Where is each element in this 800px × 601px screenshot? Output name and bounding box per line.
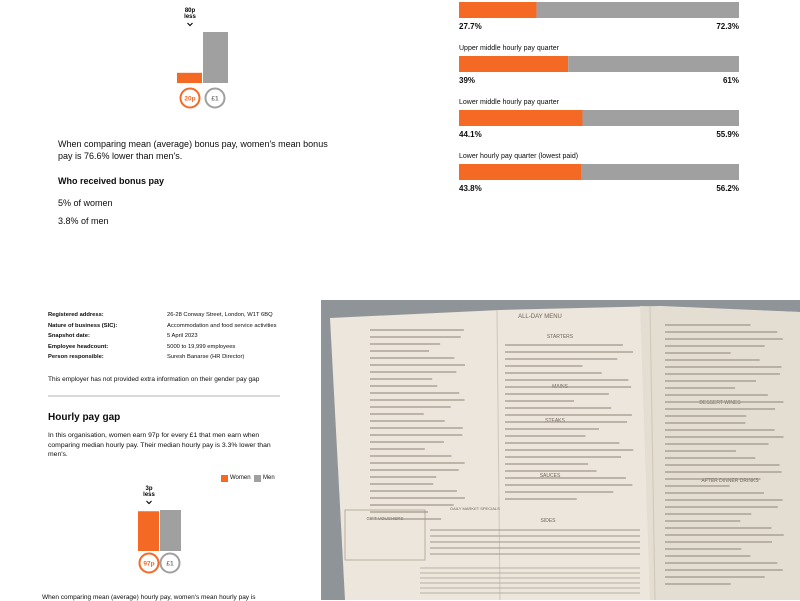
bonus-men: 3.8% of men bbox=[58, 216, 109, 226]
quartile-name: Lower middle hourly pay quarter bbox=[459, 99, 559, 106]
menu-heading: SAUCES bbox=[540, 473, 561, 479]
hourly-text: In this organisation, women earn 97p for… bbox=[48, 432, 271, 459]
voucher-box bbox=[344, 509, 426, 561]
women-percent: 27.7% bbox=[459, 22, 482, 31]
women-percent: 43.8% bbox=[459, 184, 482, 193]
women-bar bbox=[459, 56, 569, 72]
bonus-heading: Who received bonus pay bbox=[58, 176, 165, 186]
detail-label: Snapshot date: bbox=[48, 333, 90, 339]
menu-heading: SIDES bbox=[540, 518, 556, 524]
women-bar bbox=[177, 72, 202, 83]
menu-heading: STARTERS bbox=[547, 334, 574, 340]
difference-label: 3p bbox=[145, 486, 152, 492]
menu-heading: STEAKS bbox=[545, 418, 565, 424]
detail-label: Employee headcount: bbox=[48, 343, 109, 350]
hourly-cut-text: When comparing mean (average) hourly pay… bbox=[42, 594, 256, 601]
legend-swatch-women bbox=[221, 475, 228, 482]
menu-fold bbox=[649, 305, 656, 600]
quartile-name: Upper middle hourly pay quarter bbox=[459, 45, 559, 52]
difference-label: 80p bbox=[185, 8, 196, 14]
men-circle-label: £1 bbox=[166, 561, 174, 568]
no-info: This employer has not provided extra inf… bbox=[48, 376, 260, 383]
detail-label: Registered address: bbox=[48, 312, 104, 318]
menu-title: ALL-DAY MENU bbox=[518, 314, 562, 320]
hourly-heading: Hourly pay gap bbox=[48, 412, 121, 423]
women-bar bbox=[138, 511, 159, 551]
men-circle bbox=[159, 552, 181, 574]
bonus-summary: When comparing mean (average) bonus pay,… bbox=[58, 139, 328, 162]
arrow bbox=[187, 22, 193, 27]
detail-value: 26-28 Conway Street, London, W1T 6BQ bbox=[167, 312, 273, 318]
women-bar bbox=[459, 2, 537, 18]
menu-photo: ALL-DAY MENU STARTERS MAINS STEAKS SAUCE… bbox=[321, 300, 800, 600]
men-bar bbox=[160, 510, 181, 551]
men-circle bbox=[204, 87, 226, 109]
legend-swatch-men bbox=[254, 475, 261, 482]
men-percent: 72.3% bbox=[716, 22, 739, 31]
legend-women: Women bbox=[230, 475, 251, 481]
men-bar bbox=[536, 2, 739, 18]
men-bar bbox=[582, 110, 739, 126]
menu-text-lines bbox=[370, 324, 784, 594]
detail-value: Suresh Banarse (HR Director) bbox=[167, 354, 245, 360]
women-percent: 39% bbox=[459, 76, 476, 85]
menu-heading: DESSERT WINES bbox=[699, 400, 741, 406]
bonus-women: 5% of women bbox=[58, 198, 113, 208]
women-circle-label: 97p bbox=[143, 561, 154, 568]
legend-men: Men bbox=[263, 475, 275, 481]
menu-fold bbox=[496, 309, 501, 600]
men-percent: 56.2% bbox=[716, 184, 739, 193]
women-bar bbox=[459, 110, 583, 126]
menu-right-panel bbox=[640, 306, 800, 600]
quartile-name: Lower hourly pay quarter (lowest paid) bbox=[459, 153, 579, 160]
women-circle-label: 20p bbox=[184, 96, 195, 103]
women-percent: 44.1% bbox=[459, 130, 482, 139]
men-bar bbox=[203, 32, 228, 83]
men-bar bbox=[568, 56, 739, 72]
less-label: less bbox=[184, 14, 196, 20]
men-percent: 55.9% bbox=[716, 130, 739, 139]
detail-value: Accommodation and food service activitie… bbox=[167, 322, 277, 329]
menu-heading: AFTER DINNER DRINKS bbox=[701, 478, 759, 484]
menu-heading: DAILY MARKET SPECIALS bbox=[450, 506, 500, 511]
women-circle bbox=[138, 552, 160, 574]
detail-value: 5000 to 19,999 employees bbox=[167, 343, 236, 350]
women-circle bbox=[179, 87, 201, 109]
men-bar bbox=[581, 164, 739, 180]
men-circle-label: £1 bbox=[211, 96, 219, 103]
detail-value: 5 April 2023 bbox=[167, 333, 198, 339]
detail-label: Person responsible: bbox=[48, 354, 104, 360]
less-label: less bbox=[143, 492, 155, 498]
women-bar bbox=[459, 164, 582, 180]
detail-label: Nature of business (SIC): bbox=[48, 322, 118, 329]
arrow bbox=[146, 500, 152, 505]
men-percent: 61% bbox=[722, 76, 739, 85]
